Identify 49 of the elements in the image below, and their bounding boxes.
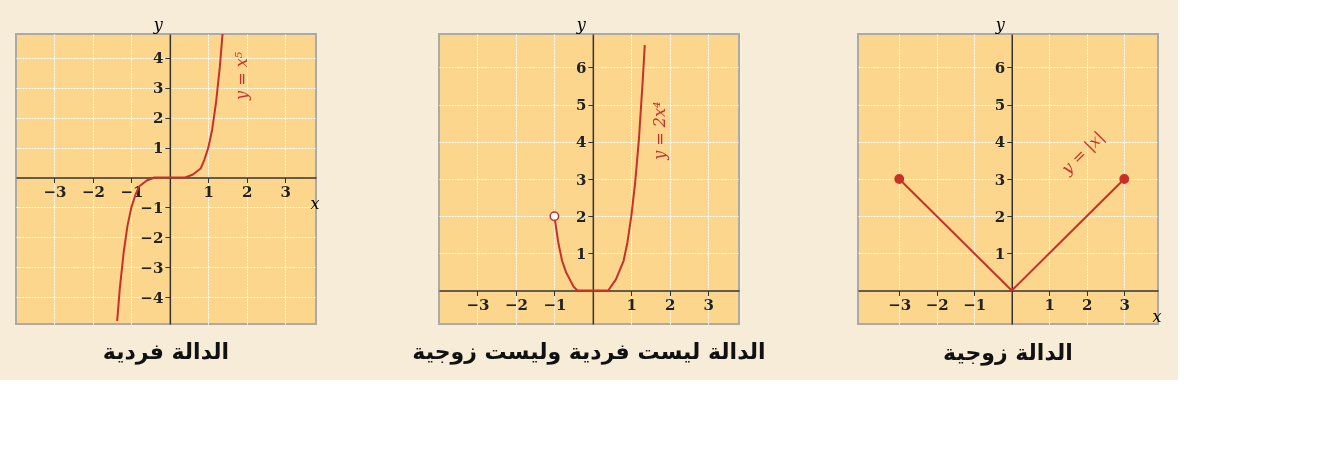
y-tick-label: 1 bbox=[575, 244, 587, 263]
y-tick-label: 2 bbox=[152, 109, 164, 128]
y-tick-label: 5 bbox=[575, 96, 587, 115]
x-tick-label: 1 bbox=[203, 183, 215, 202]
x-tick-label: −2 bbox=[81, 183, 105, 202]
x-tick-label: −2 bbox=[504, 296, 528, 315]
x-tick-label: −1 bbox=[543, 296, 567, 315]
x-axis-title: x bbox=[1152, 307, 1162, 327]
x-tick-label: 2 bbox=[242, 183, 253, 202]
y-tick-label: 4 bbox=[152, 49, 164, 68]
x-tick-label: 1 bbox=[626, 296, 638, 315]
text: y = 2x⁴ bbox=[650, 101, 670, 161]
x-tick-label: 1 bbox=[1044, 296, 1055, 315]
x-tick-label: 3 bbox=[280, 183, 291, 202]
y-tick-label: −3 bbox=[140, 258, 164, 277]
x-tick-label: 3 bbox=[1119, 296, 1130, 315]
text: الدالة ليست فردية وليست زوجية bbox=[412, 339, 766, 365]
y-tick-label: −2 bbox=[140, 228, 164, 247]
y-tick-label: 1 bbox=[152, 139, 164, 158]
y-tick-label: 2 bbox=[994, 207, 1006, 226]
line-series bbox=[116, 34, 224, 323]
x-tick-label: −2 bbox=[925, 296, 949, 315]
x-tick-label: 2 bbox=[665, 296, 676, 315]
y-tick-label: −1 bbox=[140, 198, 164, 217]
y-tick-label: 3 bbox=[152, 79, 164, 98]
text: y = x⁵ bbox=[231, 51, 251, 101]
x-axis-title: x bbox=[310, 194, 320, 214]
y-axis-title: y bbox=[994, 14, 1006, 34]
x-tick-label: 2 bbox=[1082, 296, 1093, 315]
y-axis-title: y bbox=[152, 14, 164, 34]
text: الدالة زوجية bbox=[943, 339, 1073, 366]
x-tick-label: −3 bbox=[466, 296, 490, 315]
y-tick-label: 1 bbox=[994, 244, 1006, 263]
text: الدالة فردية bbox=[102, 339, 230, 365]
y-tick-label: 3 bbox=[575, 170, 587, 189]
y-tick-label: −4 bbox=[140, 288, 164, 307]
y-tick-label: 2 bbox=[575, 207, 587, 226]
y-tick-label: 6 bbox=[994, 58, 1006, 77]
y-tick-label: 4 bbox=[994, 133, 1006, 152]
x-tick-label: 3 bbox=[703, 296, 714, 315]
x-tick-label: −3 bbox=[43, 183, 67, 202]
y-tick-label: 5 bbox=[994, 96, 1006, 115]
y-tick-label: 3 bbox=[994, 170, 1006, 189]
y-axis-title: y bbox=[575, 14, 587, 34]
x-tick-label: −3 bbox=[888, 296, 912, 315]
y-tick-label: 4 bbox=[575, 133, 587, 152]
text: y = |x| bbox=[1056, 127, 1108, 179]
y-tick-label: 6 bbox=[575, 58, 587, 77]
x-tick-label: −1 bbox=[963, 296, 987, 315]
